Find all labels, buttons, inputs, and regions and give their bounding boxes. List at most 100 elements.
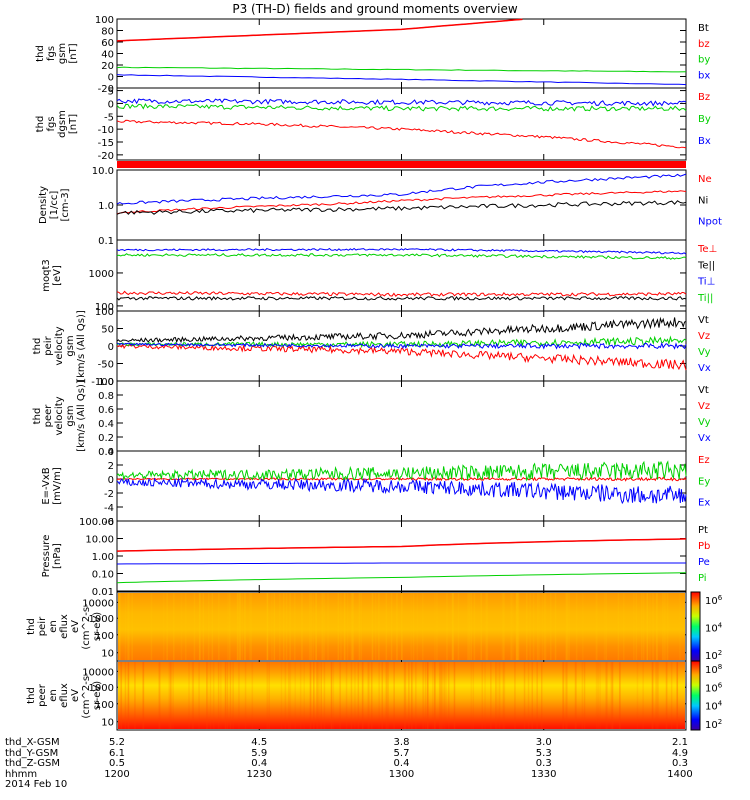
spectrogram-stripe-9-30	[404, 662, 407, 729]
y-tick-label-7-2: 1.00	[92, 552, 114, 563]
spectrogram-stripe-9-56	[361, 662, 364, 729]
y-tick-label-1-1: 0	[108, 99, 114, 110]
spectrogram-stripe-8-96	[266, 593, 269, 660]
y-tick-label-9-0: 10000	[82, 667, 114, 678]
spectrogram-stripe-8-33	[285, 593, 288, 660]
series-6-Ey	[116, 460, 687, 482]
spectrogram-stripe-9-76	[354, 662, 356, 729]
spectrogram-stripe-9-44	[310, 662, 312, 729]
spectrogram-stripe-8-79	[436, 593, 438, 660]
legend-4-1: Vz	[698, 331, 710, 342]
spectrogram-stripe-9-34	[562, 662, 565, 729]
spectrogram-stripe-9-101	[527, 662, 530, 729]
spectrogram-stripe-9-121	[443, 662, 445, 729]
spectrogram-stripe-9-40	[408, 662, 410, 729]
y-tick-label-9-1: 1000	[89, 683, 114, 694]
spectrogram-stripe-9-28	[294, 662, 296, 729]
spectrogram-stripe-9-46	[172, 662, 174, 729]
spectrogram-stripe-8-136	[501, 593, 504, 660]
spectrogram-8	[118, 593, 685, 660]
y-axis-label-8-3: eflux	[59, 614, 70, 639]
spectrogram-stripe-8-80	[396, 593, 398, 660]
y-tick-label-5-0: 1.0	[98, 377, 114, 388]
spectrogram-stripe-9-52	[188, 662, 190, 729]
spectrogram-stripe-8-124	[266, 593, 268, 660]
spectrogram-stripe-8-104	[646, 593, 648, 660]
colorbar-label-9-1: 106	[705, 681, 723, 694]
y-axis-label-9-6: sr-eV)	[92, 681, 103, 710]
spectrogram-stripe-9-9	[198, 662, 200, 729]
spectrogram-stripe-8-82	[131, 593, 133, 660]
spectrogram-stripe-8-5	[239, 593, 241, 660]
spectrogram-stripe-9-136	[268, 662, 270, 729]
legend-4-0: Vt	[698, 315, 709, 326]
spectrogram-stripe-9-109	[541, 662, 543, 729]
legend-3-0: Te⊥	[697, 244, 717, 255]
y-tick-label-4-2: 0	[108, 342, 114, 353]
spectrogram-stripe-9-69	[605, 662, 607, 729]
y-axis-label-8-4: eV	[70, 620, 81, 633]
page-title: P3 (TH-D) fields and ground moments over…	[232, 2, 518, 16]
spectrogram-stripe-9-73	[575, 662, 577, 729]
spectrogram-stripe-8-91	[124, 593, 127, 660]
spectrogram-stripe-8-16	[199, 593, 201, 660]
spectrogram-stripe-8-23	[486, 593, 489, 660]
y-tick-label-6-0: 4	[108, 447, 114, 458]
spectrogram-stripe-9-19	[574, 662, 577, 729]
spectrogram-stripe-9-79	[371, 662, 373, 729]
legend-2-2: Npot	[698, 217, 722, 228]
spectrogram-stripe-9-80	[411, 662, 413, 729]
spectrogram-stripe-8-115	[526, 593, 528, 660]
series-0-bx	[116, 74, 687, 86]
spectrogram-stripe-8-55	[480, 593, 482, 660]
spectrogram-stripe-8-41	[595, 593, 597, 660]
legend-4-2: Vy	[698, 347, 711, 358]
spectrogram-stripe-8-62	[371, 593, 374, 660]
spectrogram-stripe-8-131	[467, 593, 469, 660]
spectrogram-stripe-9-117	[120, 662, 122, 729]
spectrogram-stripe-8-93	[515, 593, 518, 660]
spectrogram-stripe-8-132	[635, 593, 638, 660]
spectrogram-stripe-9-102	[251, 662, 254, 729]
spectrogram-stripe-8-66	[327, 593, 329, 660]
spectrogram-stripe-8-123	[416, 593, 419, 660]
spectrogram-stripe-8-69	[358, 593, 361, 660]
y-tick-label-1-0: 5	[108, 87, 114, 98]
y-tick-label-6-2: 0	[108, 475, 114, 486]
panel-frame-5	[116, 380, 687, 452]
y-axis-label-4-3: gsm	[65, 335, 76, 356]
legend-2-0: Ne	[698, 174, 712, 185]
y-tick-label-0-4: 20	[101, 61, 114, 72]
spectrogram-stripe-8-118	[582, 593, 584, 660]
spectrogram-stripe-8-51	[422, 593, 424, 660]
y-tick-label-1-2: -5	[104, 112, 114, 123]
spectrogram-stripe-8-47	[321, 593, 323, 660]
y-axis-label-0-3: [nT]	[68, 43, 79, 63]
series-4-Vx	[116, 341, 687, 350]
spectrogram-stripe-8-120	[516, 593, 519, 660]
spectrogram-stripe-8-113	[273, 593, 276, 660]
y-axis-label-0-2: gsm	[57, 43, 68, 64]
y-tick-label-1-4: -15	[98, 138, 114, 149]
spectrogram-stripe-9-71	[536, 662, 538, 729]
spectrogram-stripe-8-85	[457, 593, 460, 660]
spectrogram-stripe-9-100	[191, 662, 194, 729]
spectrogram-stripe-9-47	[370, 662, 373, 729]
spectrogram-stripe-8-75	[390, 593, 393, 660]
spectrogram-stripe-8-19	[641, 593, 643, 660]
y-tick-label-5-3: 0.4	[98, 419, 114, 430]
y-axis-label-8-0: thd	[26, 618, 37, 635]
y-tick-label-4-4: -100	[91, 377, 114, 388]
legend-0-3: bx	[698, 70, 710, 81]
spectrogram-stripe-9-133	[345, 662, 348, 729]
spectrogram-stripe-9-130	[403, 662, 406, 729]
spectrogram-stripe-9-134	[583, 662, 586, 729]
spectrogram-stripe-9-2	[676, 662, 679, 729]
spectrogram-stripe-8-12	[239, 593, 241, 660]
spectrogram-stripe-9-33	[212, 662, 215, 729]
spectrogram-stripe-8-126	[346, 593, 349, 660]
y-axis-label-7-0: Pressure	[41, 535, 52, 578]
spectrogram-stripe-9-32	[192, 662, 194, 729]
spectrogram-stripe-9-97	[415, 662, 417, 729]
spectrogram-stripe-9-107	[448, 662, 450, 729]
